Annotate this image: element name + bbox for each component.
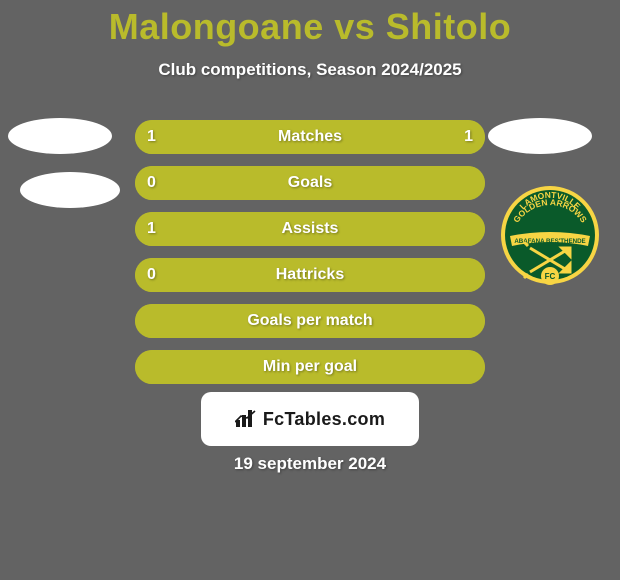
stat-value-left: 1 — [147, 220, 156, 238]
stat-row: Assists1 — [135, 212, 485, 246]
player-left-avatar — [8, 118, 112, 154]
stat-label: Goals per match — [135, 312, 485, 330]
stat-label: Hattricks — [135, 266, 485, 284]
stat-row: Goals per match — [135, 304, 485, 338]
stat-row: Hattricks0 — [135, 258, 485, 292]
page-title: Malongoane vs Shitolo — [0, 0, 620, 48]
stat-label: Matches — [135, 128, 485, 146]
player-left-name: Malongoane — [109, 6, 324, 47]
title-vs: vs — [334, 6, 375, 47]
date-text: 19 september 2024 — [0, 454, 620, 474]
club-fc-text: FC — [545, 272, 556, 281]
player-right-club-logo: LAMONTVILLE GOLDEN ARROWS ABAFANA BES'TH… — [500, 178, 600, 293]
stat-label: Goals — [135, 174, 485, 192]
player-right-name: Shitolo — [386, 6, 511, 47]
stat-label: Min per goal — [135, 358, 485, 376]
comparison-card: Malongoane vs Shitolo Club competitions,… — [0, 0, 620, 580]
chart-bar-icon — [235, 410, 257, 428]
source-badge-text: FcTables.com — [263, 409, 385, 430]
stat-value-left: 1 — [147, 128, 156, 146]
player-left-club-logo — [20, 172, 120, 208]
source-badge: FcTables.com — [201, 392, 419, 446]
stat-value-left: 0 — [147, 174, 156, 192]
stat-value-left: 0 — [147, 266, 156, 284]
stat-row: Goals0 — [135, 166, 485, 200]
subtitle: Club competitions, Season 2024/2025 — [0, 60, 620, 80]
stat-value-right: 1 — [464, 128, 473, 146]
stat-row: Matches1 1 — [135, 120, 485, 154]
player-right-avatar — [488, 118, 592, 154]
stat-rows: Matches11Goals0Assists1Hattricks0Goals p… — [135, 120, 485, 396]
stat-label: Assists — [135, 220, 485, 238]
stat-row: Min per goal — [135, 350, 485, 384]
